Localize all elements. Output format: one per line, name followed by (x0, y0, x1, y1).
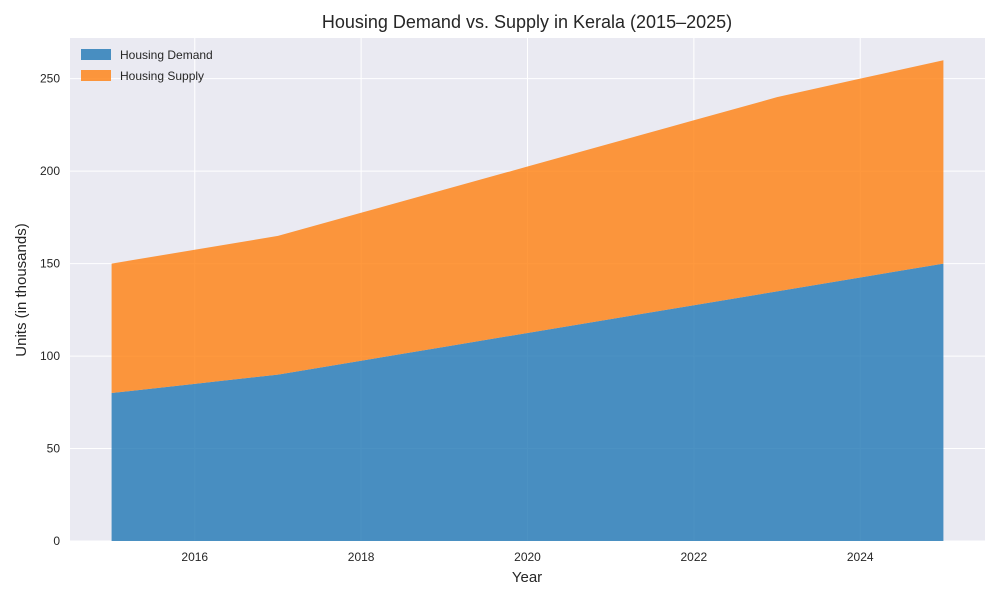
area-housing-demand (111, 263, 944, 541)
x-tick-label: 2018 (348, 550, 375, 564)
legend-label-supply: Housing Supply (120, 69, 204, 83)
y-tick-label: 150 (40, 257, 60, 271)
areas (111, 60, 944, 541)
legend: Housing Demand Housing Supply (81, 48, 213, 83)
ticks: 2016 2018 2020 2022 2024 0 50 100 150 200 250 (40, 72, 874, 564)
x-tick-label: 2024 (847, 550, 874, 564)
area-housing-supply (111, 60, 944, 394)
legend-label-demand: Housing Demand (120, 48, 213, 62)
x-tick-label: 2016 (181, 550, 208, 564)
x-axis-label: Year (512, 569, 542, 586)
y-tick-label: 0 (53, 534, 60, 548)
y-axis-label: Units (in thousands) (13, 223, 30, 356)
y-tick-label: 250 (40, 72, 60, 86)
x-tick-label: 2020 (514, 550, 541, 564)
chart-title: Housing Demand vs. Supply in Kerala (201… (322, 12, 732, 32)
legend-swatch-demand (81, 49, 111, 60)
y-tick-label: 100 (40, 349, 60, 363)
y-tick-label: 50 (47, 442, 61, 456)
x-tick-label: 2022 (681, 550, 708, 564)
legend-swatch-supply (81, 70, 111, 81)
y-tick-label: 200 (40, 164, 60, 178)
